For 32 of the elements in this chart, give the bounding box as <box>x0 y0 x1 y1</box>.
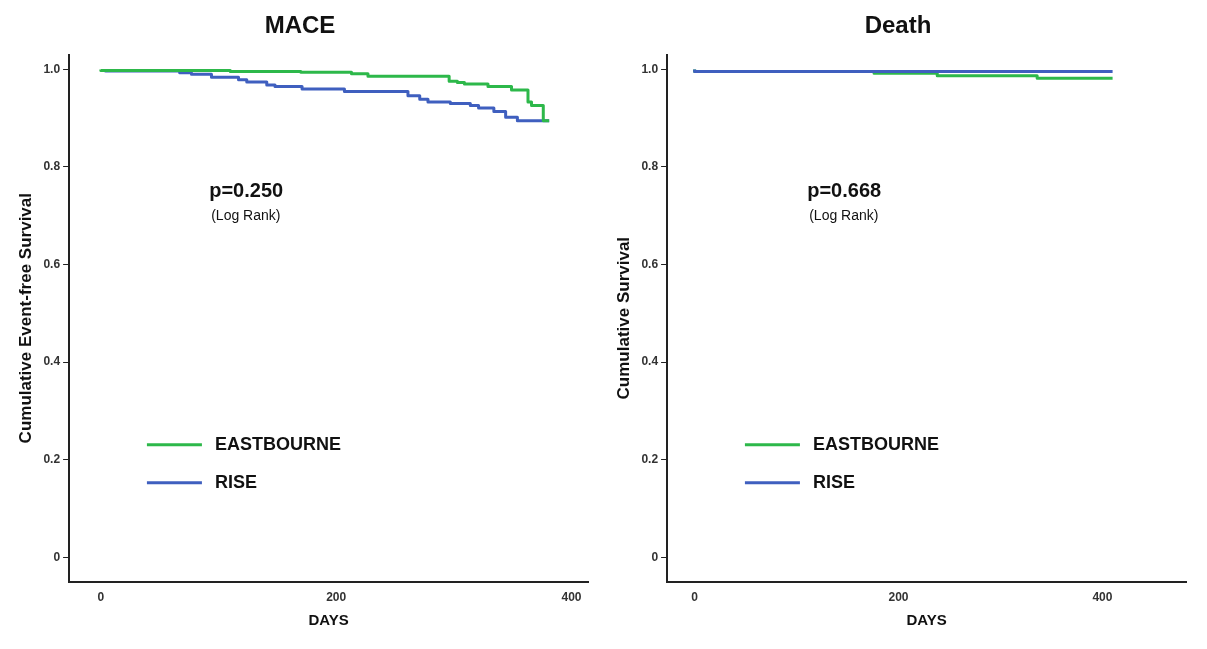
x-axis-title: DAYS <box>308 611 349 629</box>
y-tick-label: 0.4 <box>641 354 659 369</box>
annotation: p=0.668 <box>807 179 882 202</box>
y-tick-label: 0.8 <box>641 159 659 174</box>
x-tick-label: 0 <box>691 590 699 605</box>
x-axis-title: DAYS <box>906 611 947 629</box>
x-tick-label: 400 <box>561 590 582 605</box>
y-tick-label: 1.0 <box>43 61 61 76</box>
legend-label: RISE <box>214 471 257 492</box>
y-tick-label: 0 <box>651 549 659 564</box>
y-tick-label: 0 <box>53 549 61 564</box>
annotation: p=0.250 <box>209 179 284 202</box>
annotation: (Log Rank) <box>809 206 879 223</box>
legend-label: EASTBOURNE <box>214 433 341 454</box>
y-tick-label: 1.0 <box>641 61 659 76</box>
y-axis-title: Cumulative Event-free Survival <box>15 193 35 444</box>
y-tick-label: 0.6 <box>641 256 659 271</box>
legend-label: EASTBOURNE <box>812 433 939 454</box>
x-tick-label: 200 <box>888 590 909 605</box>
x-tick-label: 200 <box>326 590 347 605</box>
y-tick-label: 0.6 <box>43 256 61 271</box>
x-tick-label: 0 <box>97 590 105 605</box>
y-tick-label: 0.2 <box>641 451 659 466</box>
chart-title: Death <box>864 11 932 39</box>
y-tick-label: 0.8 <box>43 159 61 174</box>
x-tick-label: 400 <box>1092 590 1113 605</box>
y-tick-label: 0.4 <box>43 354 61 369</box>
chart-title: MACE <box>264 11 336 39</box>
legend-label: RISE <box>812 471 855 492</box>
y-axis-title: Cumulative Survival <box>613 236 633 400</box>
y-tick-label: 0.2 <box>43 451 61 466</box>
annotation: (Log Rank) <box>211 206 281 223</box>
